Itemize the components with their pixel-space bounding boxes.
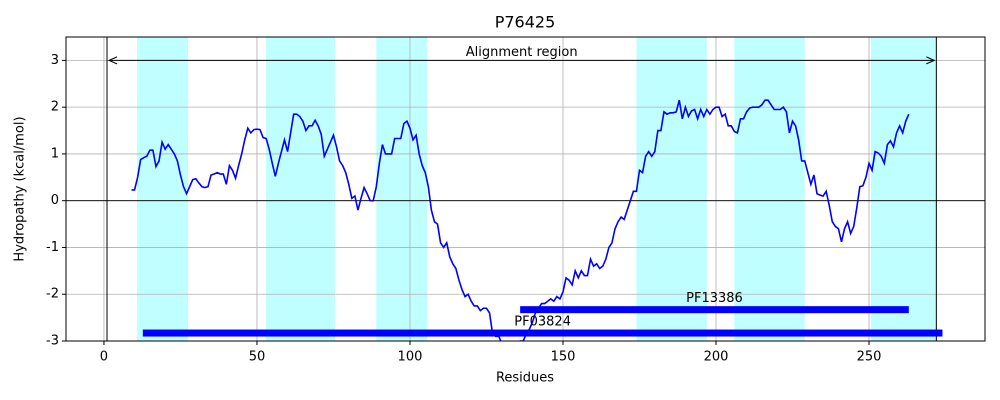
y-tick-label: -1: [46, 240, 59, 255]
x-tick-label: 250: [857, 350, 882, 365]
y-axis-label: Hydropathy (kcal/mol): [13, 116, 28, 261]
chart-title: P76425: [495, 13, 556, 32]
x-tick-label: 200: [704, 350, 729, 365]
hydrophobic-region: [136, 37, 189, 341]
axes-frame: [65, 36, 986, 342]
hydrophobic-region: [734, 37, 805, 341]
grid: [66, 37, 985, 342]
x-tick-label: 0: [100, 350, 108, 365]
y-tick-label: 2: [51, 100, 59, 115]
domain-label: PF03824: [514, 315, 571, 330]
y-tick-label: 3: [51, 53, 59, 68]
alignment-label: Alignment region: [466, 45, 578, 60]
domain-bar: [142, 329, 943, 337]
hydrophobic-region: [636, 37, 707, 341]
x-tick-label: 50: [249, 350, 266, 365]
y-tick-label: -2: [46, 287, 59, 302]
ticks: 0 50 100 150 200 250 -3 -2 -1 0 1 2 3: [46, 53, 881, 365]
arrow-head: [926, 56, 936, 65]
arrow-head: [107, 56, 118, 65]
hydrophobic-region: [266, 37, 335, 341]
domain-label: PF13386: [686, 291, 743, 306]
y-tick-label: 1: [51, 146, 59, 161]
x-axis-label: Residues: [496, 371, 554, 386]
y-tick-label: 0: [51, 193, 59, 208]
plot-area: [66, 37, 985, 341]
hydropathy-line: [131, 99, 910, 341]
regions: [136, 37, 937, 341]
x-tick-label: 100: [398, 350, 423, 365]
y-tick-label: -3: [46, 334, 59, 349]
domain-bar: [520, 306, 909, 314]
x-tick-label: 150: [551, 350, 576, 365]
hydrophobic-region: [870, 37, 937, 341]
hydrophobic-region: [376, 37, 428, 341]
